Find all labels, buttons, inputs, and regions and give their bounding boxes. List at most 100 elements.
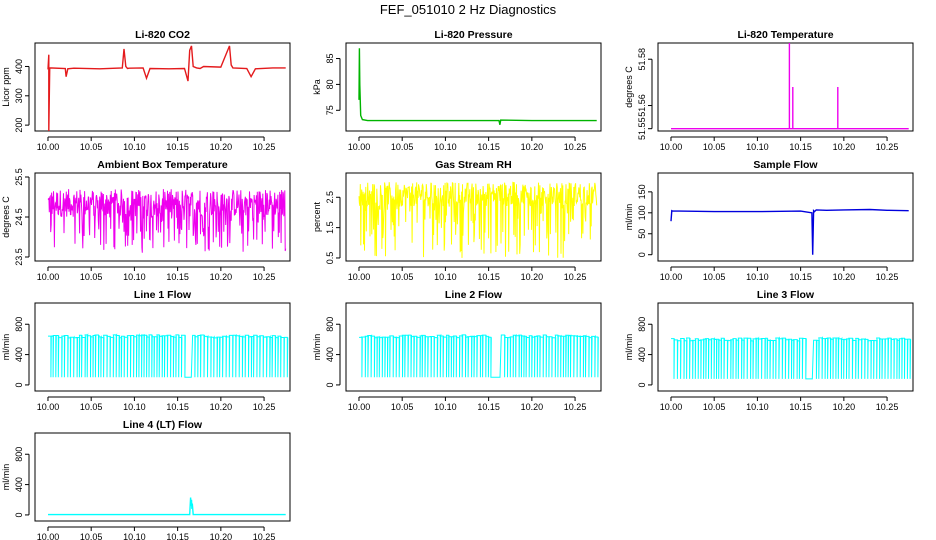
y-tick-label: 23.5: [14, 248, 24, 266]
plot-frame: [657, 172, 914, 262]
x-tick-label: 10.15: [166, 142, 189, 152]
x-tick-label: 10.20: [833, 142, 856, 152]
x-tick-label: 10.05: [80, 272, 103, 282]
x-tick-label: 10.00: [348, 142, 371, 152]
x-tick-label: 10.10: [746, 272, 769, 282]
x-tick-label: 10.25: [876, 142, 899, 152]
data-layer: [670, 208, 909, 255]
y-axis-label: degrees C: [1, 196, 11, 238]
y-tick-label: 0: [637, 382, 647, 387]
x-tick-label: 10.00: [37, 272, 60, 282]
chart-panel: Ambient Box Temperature 10.00 10.05 10.10 10…: [1, 159, 291, 282]
panel-title: Gas Stream RH: [435, 159, 511, 171]
x-tick-label: 10.00: [37, 402, 60, 412]
y-tick-label: 800: [14, 447, 24, 462]
chart-panel: Li-820 Pressure 10.00 10.05 10.10 10.15 10.20…: [312, 29, 602, 152]
panel-title: Li-820 Temperature: [737, 29, 833, 41]
panel-title: Li-820 CO2: [135, 29, 190, 41]
plot-frame: [345, 172, 602, 262]
y-axis-label: ml/min: [624, 204, 634, 231]
data-layer: [48, 497, 286, 516]
x-tick-label: 10.25: [876, 272, 899, 282]
y-tick-label: 400: [14, 59, 24, 74]
x-tick-label: 10.00: [660, 142, 683, 152]
x-tick-label: 10.25: [253, 142, 276, 152]
panel-title: Line 3 Flow: [757, 289, 815, 301]
x-tick-label: 10.10: [123, 402, 146, 412]
chart-panel: Line 1 Flow 10.00 10.05 10.10 10.15 10.20 10.2…: [1, 289, 291, 412]
x-tick-label: 10.20: [210, 532, 233, 540]
data-layer: [358, 181, 598, 258]
x-tick-label: 10.15: [789, 402, 812, 412]
x-tick-label: 10.10: [123, 532, 146, 540]
chart-panel: Line 2 Flow 10.00 10.05 10.10 10.15 10.20 10.2…: [312, 289, 602, 412]
series-line: [358, 181, 598, 258]
y-axis-label: percent: [312, 201, 322, 232]
chart-panel: Sample Flow 10.00 10.05 10.10 10.15 10.20 10.2…: [624, 159, 914, 282]
x-tick-label: 10.15: [789, 272, 812, 282]
x-tick-label: 10.05: [703, 142, 726, 152]
series-line: [359, 333, 599, 378]
y-tick-label: 0: [637, 252, 647, 257]
x-tick-label: 10.10: [123, 272, 146, 282]
panel-title: Line 2 Flow: [445, 289, 503, 301]
panel-title: Li-820 Pressure: [434, 29, 512, 41]
x-tick-label: 10.25: [564, 402, 587, 412]
y-tick-label: 100: [637, 205, 647, 220]
x-tick-label: 10.05: [80, 532, 103, 540]
y-tick-label: 0: [14, 382, 24, 387]
series-line: [48, 333, 289, 378]
y-axis-label: ml/min: [1, 464, 11, 491]
x-tick-label: 10.00: [37, 142, 60, 152]
y-tick-label: 85: [325, 54, 335, 64]
x-tick-label: 10.20: [210, 272, 233, 282]
data-layer: [47, 45, 286, 131]
y-tick-label: 50: [637, 229, 647, 239]
figure-title: FEF_051010 2 Hz Diagnostics: [380, 2, 557, 17]
chart-panels: Li-820 CO2 10.00 10.05 10.10 10.15 10.20 10.25…: [1, 29, 914, 540]
y-tick-label: 200: [14, 118, 24, 133]
x-tick-label: 10.25: [253, 272, 276, 282]
y-tick-label: 51.58: [637, 48, 647, 71]
x-tick-label: 10.15: [166, 532, 189, 540]
chart-panel: Li-820 Temperature 10.00 10.05 10.10 10.15 10…: [624, 29, 914, 152]
series-line: [358, 48, 597, 125]
x-tick-label: 10.15: [166, 402, 189, 412]
plot-frame: [345, 302, 602, 392]
panel-title: Line 4 (LT) Flow: [123, 419, 203, 431]
y-tick-label: 51.56: [637, 94, 647, 117]
x-tick-label: 10.10: [123, 142, 146, 152]
x-tick-label: 10.05: [703, 272, 726, 282]
series-line: [671, 335, 912, 380]
x-tick-label: 10.00: [348, 402, 371, 412]
plot-frame: [34, 432, 291, 522]
x-tick-label: 10.05: [391, 272, 414, 282]
y-tick-label: 51.55: [637, 117, 647, 140]
x-tick-label: 10.10: [746, 402, 769, 412]
x-tick-label: 10.25: [253, 532, 276, 540]
series-line: [671, 43, 909, 130]
chart-panel: Li-820 CO2 10.00 10.05 10.10 10.15 10.20 10.25…: [1, 29, 291, 152]
x-tick-label: 10.15: [166, 272, 189, 282]
y-axis-label: Licor ppm: [1, 67, 11, 107]
data-layer: [358, 48, 597, 125]
panel-title: Line 1 Flow: [134, 289, 192, 301]
data-layer: [359, 333, 599, 378]
x-tick-label: 10.05: [391, 402, 414, 412]
y-axis-label: ml/min: [624, 334, 634, 361]
y-tick-label: 400: [14, 347, 24, 362]
y-tick-label: 25.5: [14, 168, 24, 186]
panel-title: Sample Flow: [753, 159, 818, 171]
x-tick-label: 10.20: [210, 402, 233, 412]
y-tick-label: 300: [14, 88, 24, 103]
y-axis-label: degrees C: [624, 66, 634, 108]
y-tick-label: 0: [14, 512, 24, 517]
y-tick-label: 0: [325, 382, 335, 387]
y-tick-label: 75: [325, 105, 335, 115]
y-tick-label: 800: [637, 317, 647, 332]
x-tick-label: 10.05: [703, 402, 726, 412]
y-axis-label: ml/min: [1, 334, 11, 361]
x-tick-label: 10.00: [660, 272, 683, 282]
series-line: [47, 45, 286, 131]
